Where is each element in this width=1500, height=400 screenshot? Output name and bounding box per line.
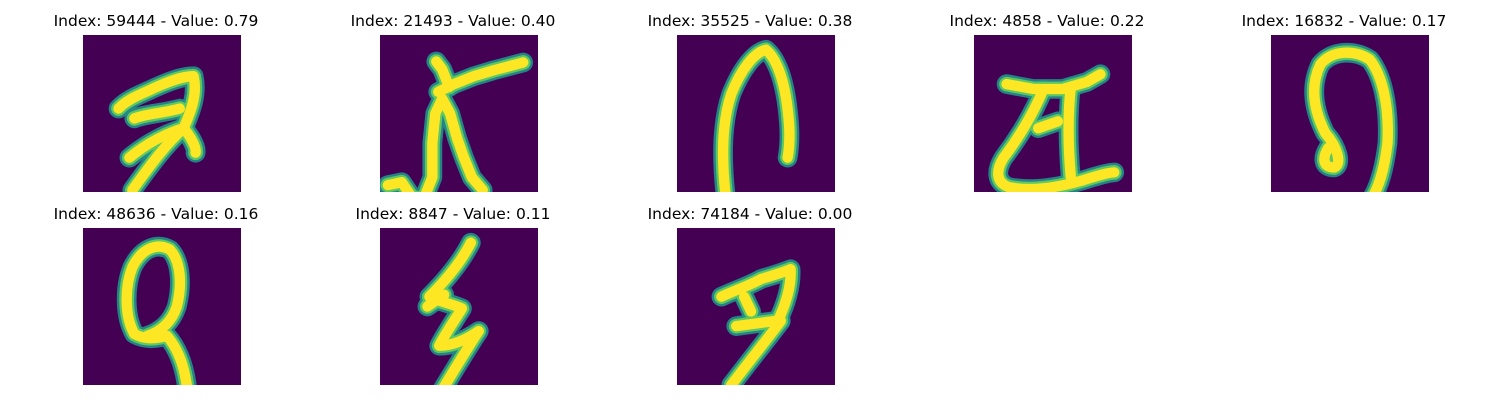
digit-image: [380, 228, 538, 385]
image-panel-5: Index: 16832 - Value: 0.17: [1194, 0, 1494, 192]
image-panel-4: Index: 4858 - Value: 0.22: [897, 0, 1197, 192]
digit-stroke: [1309, 47, 1394, 192]
digit-stroke: [1063, 81, 1076, 183]
digit-stroke: [716, 264, 796, 327]
image-panel-2: Index: 21493 - Value: 0.40: [303, 0, 603, 192]
digit-image: [677, 228, 835, 385]
panel-title: Index: 4858 - Value: 0.22: [949, 12, 1145, 30]
digit-stroke: [1001, 69, 1106, 95]
digit-image: [83, 228, 241, 385]
panel-title: Index: 48636 - Value: 0.16: [53, 205, 259, 223]
digit-stroke: [726, 316, 786, 385]
digit-image: [380, 35, 538, 192]
digit-stroke: [129, 103, 185, 124]
panel-title: Index: 21493 - Value: 0.40: [350, 12, 556, 30]
panel-title: Index: 35525 - Value: 0.38: [647, 12, 853, 30]
image-panel-7: Index: 8847 - Value: 0.11: [303, 193, 603, 385]
digit-stroke: [127, 123, 189, 192]
panel-title: Index: 16832 - Value: 0.17: [1241, 12, 1447, 30]
digit-image: [1271, 35, 1429, 192]
panel-title: Index: 74184 - Value: 0.00: [647, 205, 853, 223]
digit-stroke: [113, 71, 201, 134]
digit-image: [677, 35, 835, 192]
image-panel-3: Index: 35525 - Value: 0.38: [600, 0, 900, 192]
digit-image: [974, 35, 1132, 192]
digit-stroke: [738, 291, 757, 317]
digit-stroke: [993, 84, 1120, 192]
digit-stroke: [717, 44, 795, 192]
image-panel-1: Index: 59444 - Value: 0.79: [6, 0, 306, 192]
digit-stroke: [422, 289, 450, 312]
panel-title: Index: 8847 - Value: 0.11: [355, 205, 551, 223]
digit-stroke: [382, 93, 488, 192]
digit-stroke: [1033, 116, 1064, 134]
digit-stroke: [431, 56, 455, 93]
image-panel-6: Index: 48636 - Value: 0.16: [6, 193, 306, 385]
panel-title: Index: 59444 - Value: 0.79: [53, 12, 259, 30]
image-panel-8: Index: 74184 - Value: 0.00: [600, 193, 900, 385]
digit-image: [83, 35, 241, 192]
digit-stroke: [424, 237, 484, 385]
digit-stroke: [121, 241, 192, 385]
